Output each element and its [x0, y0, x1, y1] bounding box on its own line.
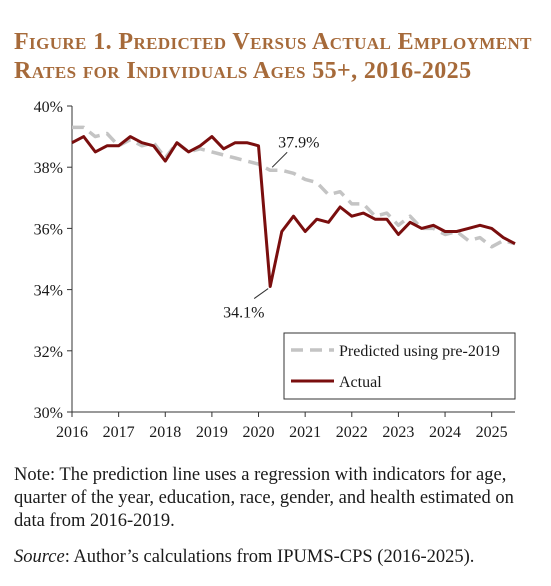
figure-note: Note: The prediction line uses a regress… — [14, 465, 514, 531]
x-tick-label: 2025 — [476, 424, 508, 441]
figure-title: Figure 1. Predicted Versus Actual Employ… — [14, 28, 539, 86]
y-tick-label: 34% — [34, 283, 63, 300]
x-tick-label: 2017 — [103, 424, 135, 441]
x-tick-label: 2018 — [149, 424, 181, 441]
x-tick-label: 2019 — [196, 424, 228, 441]
source-label: Source — [14, 547, 65, 567]
plot-area: 30% 32% 34% 36% 38% 40% 2016 2017 2018 2019 2020 20… — [34, 99, 516, 441]
annotation-label-peak: 37.9% — [278, 134, 319, 151]
annotation-label-trough: 34.1% — [223, 305, 264, 322]
figure-title-line-1: Figure 1. Predicted Versus Actual Employ… — [14, 29, 532, 55]
x-tick-label: 2016 — [56, 424, 88, 441]
x-tick-label: 2021 — [289, 424, 321, 441]
legend-label-predicted: Predicted using pre-2019 — [339, 343, 500, 360]
x-tick-label: 2022 — [336, 424, 368, 441]
employment-line-chart: 30% 32% 34% 36% 38% 40% 2016 2017 2018 2019 2020 20… — [34, 99, 516, 441]
y-tick-label: 38% — [34, 160, 63, 177]
x-tick-label: 2023 — [382, 424, 414, 441]
figure-title-line-2: Rates for Individuals Ages 55+, 2016-202… — [14, 58, 472, 84]
actual-series-line — [71, 135, 516, 288]
y-tick-label: 32% — [34, 344, 63, 361]
y-tick-label: 40% — [34, 99, 63, 116]
x-tick-label: 2020 — [243, 424, 275, 441]
legend-label-actual: Actual — [339, 374, 382, 391]
y-tick-label: 36% — [34, 221, 63, 238]
y-tick-label: 30% — [34, 405, 63, 422]
x-tick-label: 2024 — [429, 424, 461, 441]
annotation-leader-peak — [271, 151, 288, 168]
figure-source: Source: Author’s calculations from IPUMS… — [14, 546, 544, 569]
legend-box — [283, 332, 516, 400]
source-text: : Author’s calculations from IPUMS-CPS (… — [64, 547, 475, 567]
annotation-leader-trough — [253, 288, 269, 299]
